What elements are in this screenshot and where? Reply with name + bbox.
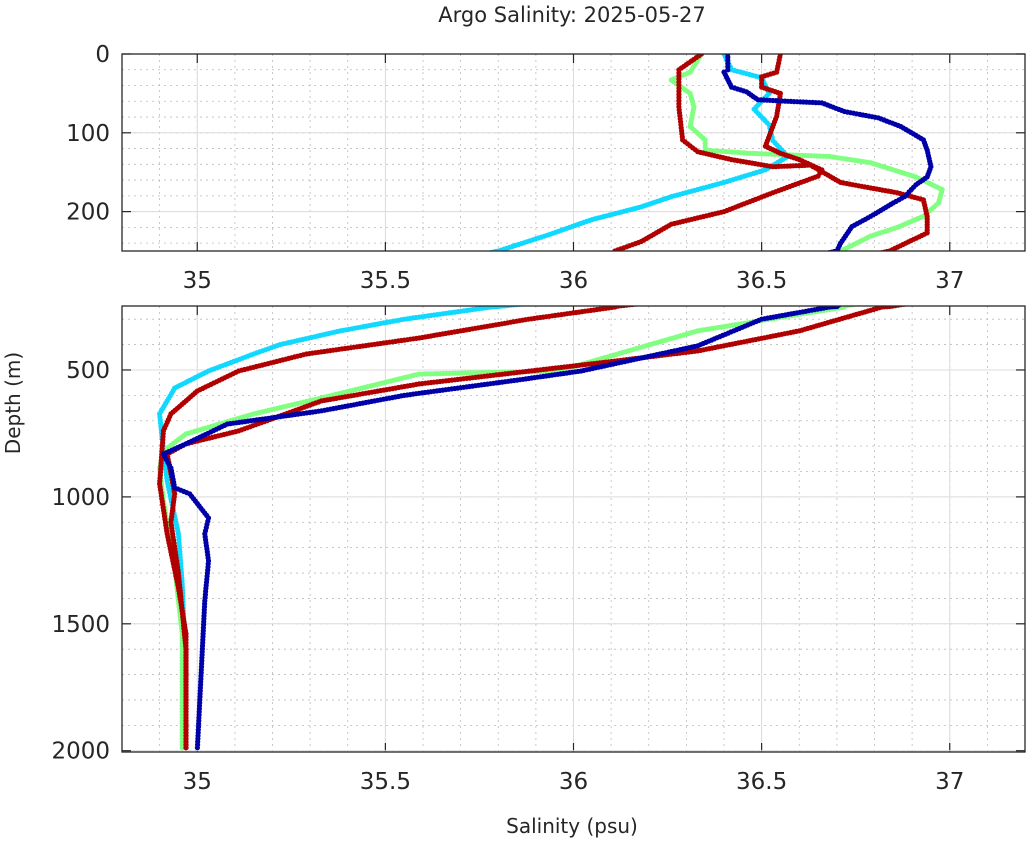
data-point (529, 300, 534, 305)
data-point (839, 251, 844, 256)
data-point (916, 299, 921, 304)
axes-frame (121, 53, 1026, 252)
x-axis-label: Salinity (psu) (506, 814, 638, 838)
y-tick-label: 100 (66, 121, 110, 147)
x-tick-label: 35.5 (360, 268, 411, 294)
x-tick-label: 35 (183, 769, 212, 795)
series-float-red-b (157, 300, 650, 751)
series-float-red-b (610, 54, 825, 256)
panel-bottom: 35 35.5 36 36.5 37 500 1000 1500 2000 (51, 299, 1026, 795)
data-point (610, 251, 615, 256)
data-point (859, 301, 864, 306)
y-tick-label: 0 (95, 42, 110, 68)
data-point (640, 306, 642, 307)
x-tick-label: 37 (935, 769, 964, 795)
y-tick-label: 1500 (51, 612, 110, 638)
chart-title: Argo Salinity: 2025-05-27 (438, 3, 705, 27)
x-tick-label: 36.5 (736, 268, 787, 294)
data-point (183, 745, 189, 751)
x-tick-label: 36 (559, 268, 588, 294)
y-tick-label: 1000 (51, 485, 110, 511)
series-float-cyan (485, 54, 791, 256)
y-tick-label: 2000 (51, 739, 110, 765)
panel-top: 35 35.5 36 36.5 37 0 100 200 (66, 42, 1026, 294)
x-tick-label: 36.5 (736, 769, 787, 795)
data-point (877, 252, 882, 257)
x-tick-label: 35 (183, 268, 212, 294)
data-point (642, 300, 647, 305)
x-tick-label: 36 (559, 769, 588, 795)
axes-frame (121, 305, 1026, 753)
data-point (532, 300, 537, 305)
x-tick-label: 35.5 (360, 769, 411, 795)
data-point (538, 300, 543, 305)
data-point (526, 301, 531, 306)
y-axis-label: Depth (m) (1, 352, 25, 454)
data-point (865, 300, 870, 305)
data-point (725, 67, 731, 73)
data-point (645, 300, 650, 305)
series-float-blue (721, 54, 934, 256)
data-point (179, 745, 185, 751)
data-point (907, 301, 912, 306)
series-float-blue (160, 300, 846, 751)
series-layer (157, 299, 921, 751)
data-point (824, 251, 829, 256)
series-layer (485, 54, 945, 257)
data-point (535, 300, 540, 305)
data-point (485, 251, 490, 256)
x-tick-label: 37 (935, 268, 964, 294)
data-point (862, 300, 867, 305)
data-point (194, 745, 200, 751)
y-tick-label: 200 (66, 200, 110, 226)
data-point (913, 300, 918, 305)
y-tick-label: 500 (66, 358, 110, 384)
data-point (910, 300, 915, 305)
data-point (841, 300, 846, 305)
